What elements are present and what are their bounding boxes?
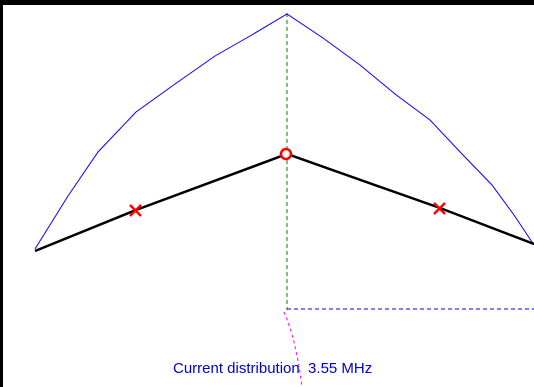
load-marker-right xyxy=(433,202,446,215)
feedpoint-marker xyxy=(279,147,293,161)
ground-projection-line xyxy=(283,311,303,387)
current-distribution-curve xyxy=(34,13,534,250)
view-frame-top xyxy=(0,0,534,5)
caption-text: Current distribution 3.55 MHz xyxy=(173,360,372,377)
load-marker-left xyxy=(129,204,142,217)
antenna-wire xyxy=(34,152,534,253)
